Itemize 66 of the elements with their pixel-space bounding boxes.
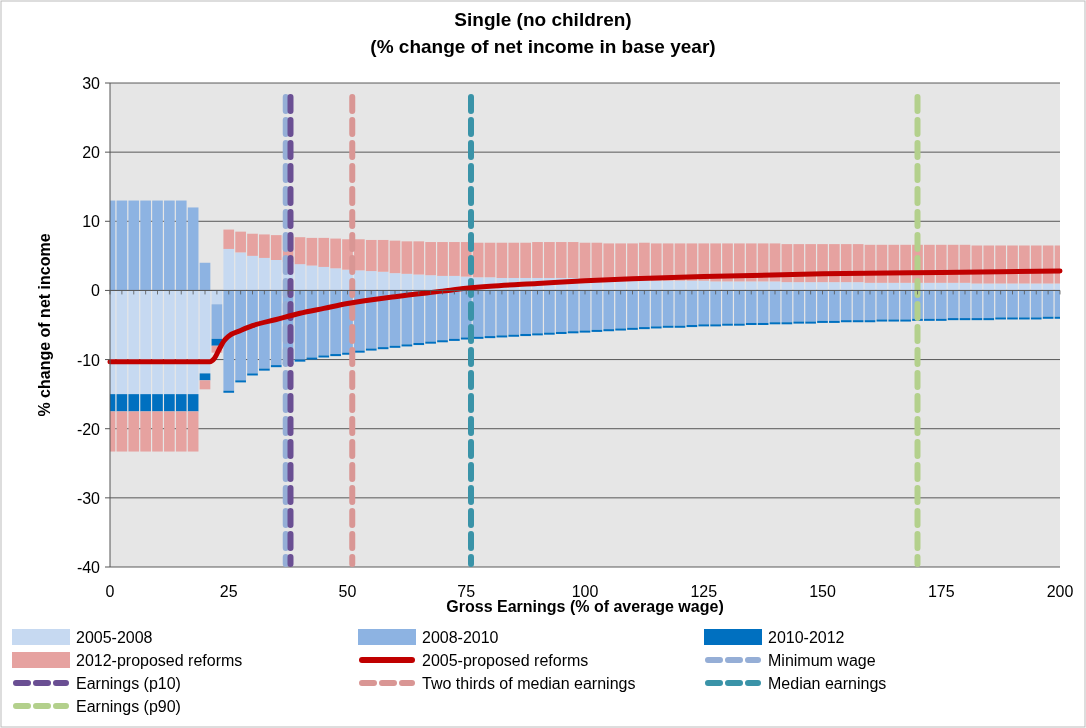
x-tick-label: 75 [457, 583, 476, 600]
legend-label: Earnings (p10) [76, 675, 181, 692]
bar [769, 322, 781, 325]
x-tick-label: 200 [1046, 583, 1074, 600]
bar [389, 273, 401, 291]
x-tick-label: 175 [927, 583, 955, 600]
bar [270, 365, 282, 368]
x-tick-label: 50 [338, 583, 357, 600]
bar [484, 242, 496, 278]
bar [484, 336, 496, 339]
bar [389, 345, 401, 348]
x-tick-label: 100 [571, 583, 599, 600]
x-tick-label: 150 [809, 583, 836, 600]
bar [365, 348, 377, 351]
y-tick-label: 20 [82, 144, 101, 162]
y-tick-label: 0 [91, 282, 101, 300]
bar [579, 242, 591, 280]
bar [199, 380, 211, 390]
legend-label: Minimum wage [768, 652, 876, 669]
bar [199, 290, 211, 374]
bar [199, 262, 211, 291]
bar [389, 240, 401, 274]
x-tick-label: 0 [105, 583, 115, 600]
x-tick-label: 125 [690, 583, 718, 600]
bar [354, 350, 365, 353]
chart-title: Single (no children) [454, 9, 632, 30]
chart-subtitle: (% change of net income in base year) [370, 36, 716, 57]
bar [235, 380, 246, 383]
bar [769, 281, 781, 291]
x-axis-title: Gross Earnings (% of average wage) [446, 598, 724, 615]
bar [674, 325, 686, 328]
legend-label: 2012-proposed reforms [76, 652, 243, 669]
bar [294, 359, 306, 362]
bar [864, 320, 876, 323]
legend-label: 2005-2008 [76, 629, 153, 646]
bar [674, 290, 686, 326]
legend-label: Median earnings [768, 675, 887, 692]
bar [484, 290, 496, 337]
bar [769, 290, 781, 323]
legend-label: 2005-proposed reforms [422, 652, 589, 669]
bar [294, 290, 306, 360]
bar [579, 290, 591, 331]
y-tick-label: -30 [76, 489, 101, 507]
bar [294, 237, 306, 265]
legend-label: 2010-2012 [768, 629, 845, 646]
y-tick-label: -40 [76, 559, 101, 576]
bar [294, 264, 306, 291]
bar [247, 373, 258, 376]
bar [377, 347, 389, 350]
bar [579, 330, 591, 333]
y-tick-label: 30 [82, 75, 101, 92]
legend-label: Two thirds of median earnings [422, 675, 636, 692]
bar [199, 373, 211, 381]
y-axis-title: % change of net income [36, 233, 53, 417]
bar [864, 290, 876, 321]
bar [223, 390, 235, 393]
y-tick-label: -20 [76, 420, 101, 438]
legend-label: Earnings (p90) [76, 698, 181, 715]
bar [959, 318, 971, 321]
x-tick-label: 25 [219, 583, 238, 600]
bar [259, 368, 270, 371]
bar [306, 357, 318, 360]
bar [959, 290, 971, 319]
legend-label: 2008-2010 [422, 629, 499, 646]
y-tick-label: 10 [82, 213, 101, 231]
y-tick-label: -10 [76, 351, 101, 369]
